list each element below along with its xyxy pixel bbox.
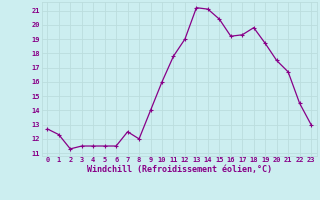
X-axis label: Windchill (Refroidissement éolien,°C): Windchill (Refroidissement éolien,°C) (87, 165, 272, 174)
